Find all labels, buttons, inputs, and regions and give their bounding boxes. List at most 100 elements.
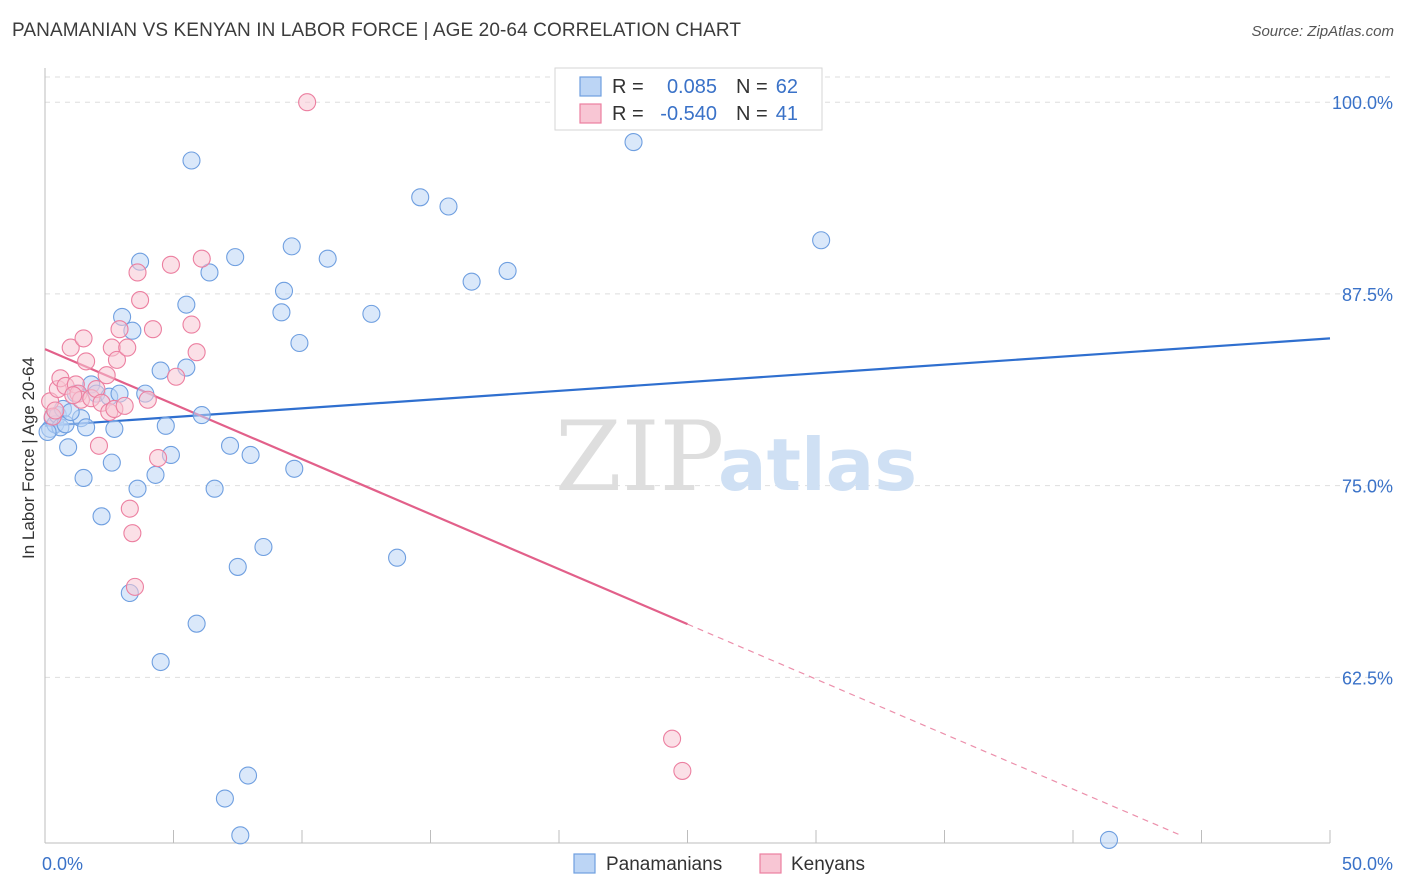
y-axis-label: In Labor Force | Age 20-64 <box>19 357 38 559</box>
panamanians-point-46 <box>274 281 294 300</box>
y-tick-label-0: 62.5% <box>1342 668 1393 688</box>
panamanians-point-40 <box>228 557 247 576</box>
legend-r-label-1: R = <box>612 76 644 98</box>
legend-r-value-kenyans: -0.540 <box>660 103 717 125</box>
panamanians-point-25 <box>146 465 165 484</box>
kenyans-point-38 <box>673 761 692 780</box>
kenyans-point-40 <box>64 386 83 405</box>
panamanians-point-42 <box>238 766 258 785</box>
kenyans-point-20 <box>110 320 129 339</box>
panamanians-point-37 <box>215 789 234 808</box>
legend-swatch-kenyans-bottom <box>759 853 782 874</box>
panamanians-point-36 <box>205 479 224 498</box>
kenyans-point-35 <box>192 249 211 268</box>
panamanians-point-17 <box>105 419 124 438</box>
gridlines <box>45 76 1395 678</box>
panamanians-point-35 <box>200 263 219 282</box>
trend-line-kenyans-dashed <box>687 623 1182 836</box>
panamanians-point-39 <box>226 248 245 267</box>
kenyans-point-36 <box>298 93 317 112</box>
panamanians-point-56 <box>498 261 517 280</box>
panamanians-point-51 <box>362 304 381 323</box>
kenyans-point-29 <box>143 320 162 339</box>
panamanians-point-55 <box>462 272 481 291</box>
legend-swatch-kenyans <box>579 103 602 124</box>
panamanians-point-48 <box>285 459 304 478</box>
panamanians-point-27 <box>151 361 170 380</box>
kenyans-point-10 <box>74 329 93 348</box>
panamanians-point-50 <box>318 249 337 268</box>
panamanians-point-30 <box>177 295 196 314</box>
legend-label-kenyans: Kenyans <box>791 854 865 875</box>
kenyans-point-30 <box>149 448 168 468</box>
panamanians-point-41 <box>231 826 250 845</box>
panamanians-point-14 <box>92 507 111 526</box>
legend-n-value-panamanians: 62 <box>776 76 798 98</box>
series-kenyans <box>41 93 692 780</box>
panamanians-point-59 <box>1099 830 1119 849</box>
kenyans-point-26 <box>128 263 147 282</box>
panamanians-point-28 <box>156 416 175 435</box>
kenyans-point-31 <box>161 255 180 274</box>
kenyans-point-37 <box>663 729 682 748</box>
x-tick-labels: 0.0% 50.0% <box>42 854 1393 874</box>
panamanians-point-38 <box>220 436 240 455</box>
legend-r-value-panamanians: 0.085 <box>667 76 717 98</box>
legend-n-label-1: N = <box>736 76 768 98</box>
legend-swatch-panamanians <box>579 76 602 97</box>
source-label: Source: ZipAtlas.com <box>1251 23 1394 40</box>
series-legend: Panamanians Kenyans <box>573 853 865 875</box>
kenyans-point-15 <box>97 366 116 385</box>
panamanians-point-26 <box>151 652 170 672</box>
panamanians-point-57 <box>624 133 643 152</box>
panamanians-point-11 <box>77 418 96 437</box>
kenyans-point-39 <box>46 401 65 420</box>
x-tick-label-1: 50.0% <box>1342 854 1393 874</box>
kenyans-point-25 <box>125 577 144 596</box>
y-tick-label-1: 75.0% <box>1342 477 1393 497</box>
correlation-legend: R = 0.085 N = 62 R = -0.540 N = 41 <box>554 67 823 131</box>
kenyans-point-23 <box>120 499 139 518</box>
panamanians-point-32 <box>182 151 201 170</box>
watermark-zip: ZIP <box>555 401 724 513</box>
kenyans-point-22 <box>118 338 137 357</box>
kenyans-point-24 <box>123 524 142 543</box>
kenyans-point-34 <box>187 343 206 362</box>
panamanians-point-10 <box>74 468 93 488</box>
y-tick-labels: 62.5% 75.0% 87.5% 100.0% <box>1332 93 1393 688</box>
kenyans-point-28 <box>138 390 157 409</box>
chart-title: PANAMANIAN VS KENYAN IN LABOR FORCE | AG… <box>12 20 742 41</box>
legend-n-value-kenyans: 41 <box>776 103 798 125</box>
legend-n-label-2: N = <box>736 103 768 125</box>
watermark-atlas: atlas <box>718 423 917 507</box>
panamanians-point-54 <box>439 197 458 216</box>
panamanians-point-33 <box>187 614 206 633</box>
panamanians-point-53 <box>411 188 430 207</box>
panamanians-point-7 <box>59 438 78 457</box>
trend-line-panamanians <box>44 337 1331 427</box>
x-tick-label-0: 0.0% <box>42 854 83 874</box>
y-tick-label-2: 87.5% <box>1342 285 1393 305</box>
data-points <box>38 93 1119 849</box>
panamanians-point-22 <box>128 479 147 498</box>
panamanians-point-52 <box>388 548 407 567</box>
panamanians-point-60 <box>38 422 57 442</box>
panamanians-point-45 <box>272 303 291 322</box>
kenyans-point-9 <box>77 352 96 371</box>
kenyans-point-21 <box>115 396 134 415</box>
panamanians-point-58 <box>812 231 831 250</box>
panamanians-point-49 <box>290 333 309 353</box>
kenyans-point-33 <box>182 315 201 334</box>
kenyans-point-13 <box>89 436 109 455</box>
panamanians-point-47 <box>282 237 301 256</box>
legend-swatch-panamanians-bottom <box>573 853 596 874</box>
legend-r-label-2: R = <box>612 103 644 125</box>
legend-label-panamanians: Panamanians <box>606 854 722 875</box>
kenyans-point-27 <box>131 291 150 310</box>
kenyans-point-19 <box>107 350 127 369</box>
panamanians-point-34 <box>192 406 211 425</box>
kenyans-point-5 <box>61 338 80 357</box>
watermark: ZIP atlas <box>555 401 917 513</box>
y-tick-label-3: 100.0% <box>1332 93 1393 113</box>
